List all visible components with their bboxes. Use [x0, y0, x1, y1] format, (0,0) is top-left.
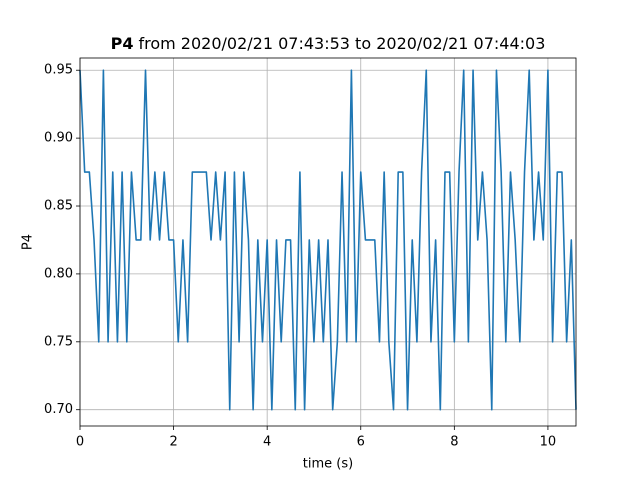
chart-title: P4 from 2020/02/21 07:43:53 to 2020/02/21…	[111, 34, 546, 53]
plot	[79, 69, 577, 411]
y-tick-label: 0.80	[44, 266, 73, 281]
x-tick-label: 0	[76, 435, 84, 450]
x-tick-label: 4	[263, 435, 271, 450]
y-axis-label: P4	[21, 234, 36, 250]
y-tick-label: 0.85	[44, 199, 73, 214]
title-rest: from 2020/02/21 07:43:53 to 2020/02/21 0…	[138, 34, 545, 53]
data-line	[79, 69, 577, 411]
x-tick-label: 10	[540, 435, 557, 450]
x-tick-label: 6	[357, 435, 365, 450]
x-axis-label: time (s)	[303, 457, 353, 472]
y-tick-label: 0.95	[44, 63, 73, 78]
axes-frame	[79, 57, 577, 427]
y-tick-label: 0.75	[44, 334, 73, 349]
y-tick-label: 0.70	[44, 402, 73, 417]
title-bold: P4	[111, 34, 134, 53]
y-tick-label: 0.90	[44, 131, 73, 146]
x-tick-label: 2	[169, 435, 177, 450]
x-tick-label: 8	[450, 435, 458, 450]
